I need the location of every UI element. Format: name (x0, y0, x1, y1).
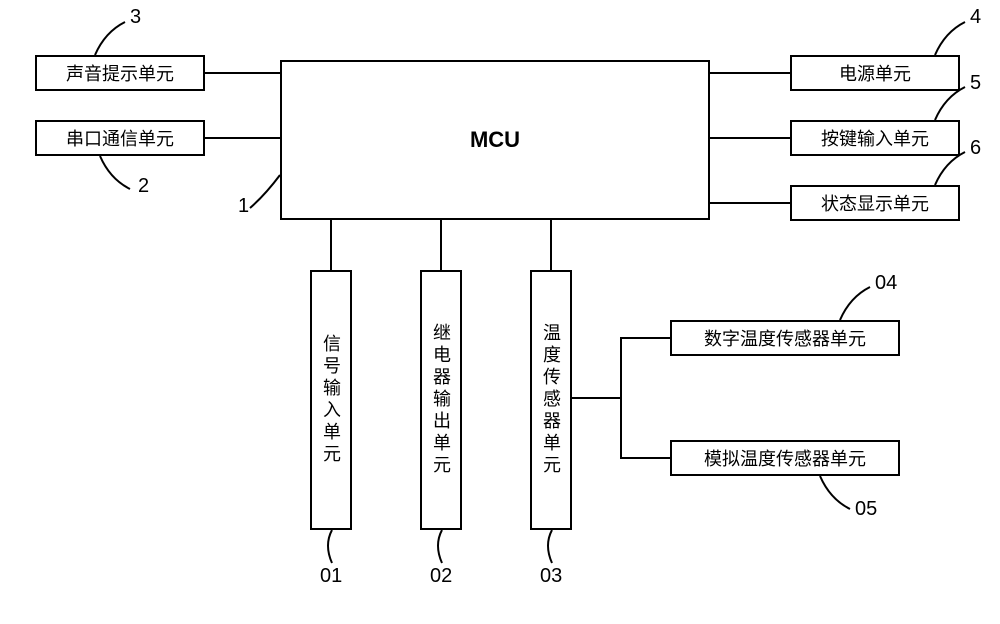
connector-line (550, 220, 552, 270)
mcu-block: MCU (280, 60, 710, 220)
leader-line (434, 530, 454, 565)
leader-line (935, 152, 975, 187)
leader-line (544, 530, 564, 565)
leader-line (250, 175, 290, 210)
temp-sensor-label: 温度传感器单元 (538, 323, 564, 477)
connector-line (440, 220, 442, 270)
power-block: 电源单元 (790, 55, 960, 91)
status-display-label: 状态显示单元 (821, 190, 929, 216)
temp-sensor-block: 温度传感器单元 (530, 270, 572, 530)
relay-output-label: 继电器输出单元 (428, 323, 454, 477)
serial-comm-block: 串口通信单元 (35, 120, 205, 156)
signal-input-block: 信号输入单元 (310, 270, 352, 530)
connector-line (620, 457, 670, 459)
label-04: 04 (875, 272, 897, 295)
serial-comm-label: 串口通信单元 (66, 125, 174, 151)
leader-line (95, 22, 135, 57)
label-2: 2 (138, 175, 149, 198)
connector-line (710, 202, 790, 204)
connector-line (330, 220, 332, 270)
label-1: 1 (238, 195, 249, 218)
label-02: 02 (430, 565, 452, 588)
relay-output-block: 继电器输出单元 (420, 270, 462, 530)
digital-temp-block: 数字温度传感器单元 (670, 320, 900, 356)
leader-line (820, 476, 860, 511)
label-5: 5 (970, 72, 981, 95)
label-6: 6 (970, 137, 981, 160)
sound-prompt-block: 声音提示单元 (35, 55, 205, 91)
status-display-block: 状态显示单元 (790, 185, 960, 221)
connector-line (710, 72, 790, 74)
leader-line (100, 156, 140, 191)
leader-line (840, 287, 880, 322)
label-05: 05 (855, 498, 877, 521)
connector-line (710, 137, 790, 139)
sound-prompt-label: 声音提示单元 (66, 60, 174, 86)
connector-line (572, 397, 622, 399)
analog-temp-label: 模拟温度传感器单元 (704, 445, 866, 471)
label-4: 4 (970, 6, 981, 29)
digital-temp-label: 数字温度传感器单元 (704, 325, 866, 351)
connector-line (620, 337, 622, 459)
analog-temp-block: 模拟温度传感器单元 (670, 440, 900, 476)
key-input-block: 按键输入单元 (790, 120, 960, 156)
connector-line (620, 337, 670, 339)
leader-line (935, 87, 975, 122)
label-3: 3 (130, 6, 141, 29)
leader-line (324, 530, 344, 565)
mcu-label: MCU (470, 127, 520, 153)
key-input-label: 按键输入单元 (821, 125, 929, 151)
connector-line (205, 137, 280, 139)
signal-input-label: 信号输入单元 (318, 334, 344, 466)
label-01: 01 (320, 565, 342, 588)
label-03: 03 (540, 565, 562, 588)
connector-line (205, 72, 280, 74)
leader-line (935, 22, 975, 57)
power-label: 电源单元 (839, 60, 911, 86)
